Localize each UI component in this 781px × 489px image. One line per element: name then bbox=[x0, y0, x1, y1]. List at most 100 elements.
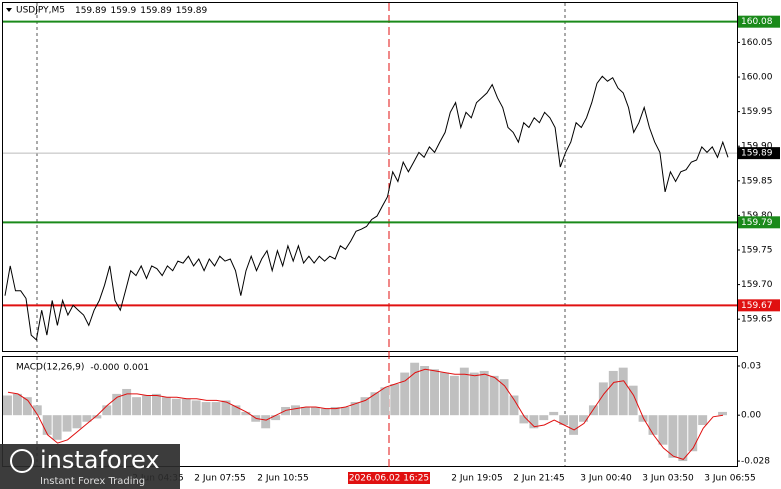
x-tick-label: 2 Jun 21:45 bbox=[513, 474, 564, 484]
macd-bar bbox=[430, 369, 439, 416]
macd-bar bbox=[221, 400, 231, 416]
macd-bar bbox=[112, 393, 122, 416]
macd-bar bbox=[370, 392, 380, 416]
macd-bar bbox=[658, 415, 668, 445]
ohlc-value: 159.9 bbox=[110, 6, 136, 16]
macd-bar bbox=[569, 415, 579, 435]
ohlc-value: 159.89 bbox=[140, 6, 172, 16]
level-tag bbox=[738, 15, 780, 28]
macd-bar bbox=[142, 395, 151, 416]
logo-box bbox=[0, 444, 180, 489]
last-price-label: 159.89 bbox=[741, 149, 773, 159]
macd-bar bbox=[12, 393, 22, 416]
crosshair-tag bbox=[348, 472, 430, 484]
macd-bar bbox=[22, 397, 32, 416]
macd-bar bbox=[231, 405, 241, 416]
logo-name: instaforex bbox=[40, 446, 160, 474]
logo-tagline: Instant Forex Trading bbox=[40, 476, 145, 487]
y-tick-label: 159.70 bbox=[741, 280, 773, 290]
macd-bar bbox=[390, 384, 400, 416]
macd-bar bbox=[380, 387, 390, 416]
level-tag bbox=[738, 299, 780, 312]
macd-bar bbox=[151, 393, 161, 416]
macd-bar bbox=[579, 415, 588, 422]
last-price-tag bbox=[738, 147, 780, 160]
y-tick-label: 160.05 bbox=[741, 38, 773, 48]
macd-bar bbox=[449, 375, 459, 416]
macd-bar bbox=[469, 372, 479, 416]
macd-bar bbox=[549, 411, 559, 416]
macd-bar bbox=[211, 402, 221, 416]
crosshair-label: 2026.06.02 16:25 bbox=[349, 474, 429, 484]
macd-bar bbox=[72, 415, 82, 429]
macd-bar bbox=[618, 367, 628, 416]
macd-bar bbox=[271, 415, 281, 421]
macd-bar bbox=[52, 415, 62, 440]
macd-bar bbox=[201, 402, 211, 416]
y-tick-label: 159.80 bbox=[741, 211, 773, 221]
macd-bar bbox=[439, 372, 449, 416]
menu-arrow[interactable] bbox=[6, 8, 12, 12]
macd-bar bbox=[718, 411, 727, 416]
macd-bar bbox=[241, 411, 251, 416]
macd-bar bbox=[92, 415, 102, 419]
macd-bar bbox=[310, 406, 320, 416]
y-tick-label: 159.90 bbox=[741, 142, 773, 152]
macd-bar bbox=[191, 400, 201, 416]
level-label: 159.79 bbox=[741, 218, 773, 228]
macd-bar bbox=[588, 405, 598, 416]
macd-bar bbox=[668, 415, 678, 458]
macd-bar bbox=[499, 379, 509, 416]
macd-bar bbox=[608, 370, 618, 416]
macd-bar bbox=[102, 405, 112, 416]
macd-bar bbox=[350, 402, 360, 416]
signal-line bbox=[7, 368, 724, 460]
macd-bar bbox=[628, 385, 638, 416]
macd-bar bbox=[281, 406, 291, 416]
macd-bar bbox=[410, 362, 420, 416]
macd-bar bbox=[320, 408, 330, 416]
macd-bar bbox=[509, 395, 519, 416]
symbol-title: USDJPY,M5 159.89 159.9 159.89 159.89 bbox=[16, 6, 207, 16]
y-tick-label: 159.85 bbox=[741, 176, 773, 186]
logo: instaforex Instant Forex Trading bbox=[0, 444, 180, 489]
level-tag bbox=[738, 216, 780, 229]
macd-readout: -0.000 bbox=[90, 363, 119, 373]
macd-bar bbox=[539, 415, 549, 421]
macd-bar bbox=[598, 382, 608, 416]
macd-bar bbox=[698, 415, 708, 426]
y-tick-label: -0.028 bbox=[741, 457, 770, 467]
macd-bar bbox=[529, 415, 539, 429]
macd-bar bbox=[171, 398, 181, 416]
macd-bar bbox=[3, 395, 12, 416]
macd-bar bbox=[300, 406, 310, 416]
macd-readout: 0.001 bbox=[123, 363, 149, 373]
macd-bar bbox=[42, 415, 52, 435]
macd-bar bbox=[489, 375, 499, 416]
macd-bar bbox=[62, 415, 72, 432]
x-tick-label: 2 Jun 10:55 bbox=[257, 474, 308, 484]
level-label: 159.67 bbox=[741, 301, 773, 311]
macd-bar bbox=[340, 406, 350, 416]
macd-bar bbox=[32, 405, 42, 416]
macd-bar bbox=[360, 397, 370, 416]
y-tick-label: 159.95 bbox=[741, 107, 773, 117]
macd-bar bbox=[181, 398, 191, 416]
macd-panel bbox=[2, 356, 738, 467]
macd-title: MACD(12,26,9) -0.000 0.001 bbox=[16, 363, 149, 373]
y-tick-label: 0.00 bbox=[741, 411, 761, 421]
macd-bar bbox=[420, 366, 430, 416]
logo-icon bbox=[10, 449, 34, 473]
macd-bar bbox=[688, 415, 698, 452]
ohlc-value: 159.89 bbox=[75, 6, 107, 16]
x-tick-label: 3 Jun 03:50 bbox=[642, 474, 694, 484]
ohlc-value: 159.89 bbox=[176, 6, 208, 16]
macd-bar bbox=[330, 406, 340, 416]
macd-bar bbox=[400, 372, 410, 416]
macd-bar bbox=[678, 415, 688, 462]
macd-bar bbox=[132, 397, 142, 416]
y-tick-label: 0.03 bbox=[741, 362, 761, 372]
x-tick-label: 2 Jun 19:05 bbox=[451, 474, 502, 484]
macd-bar bbox=[479, 370, 489, 416]
